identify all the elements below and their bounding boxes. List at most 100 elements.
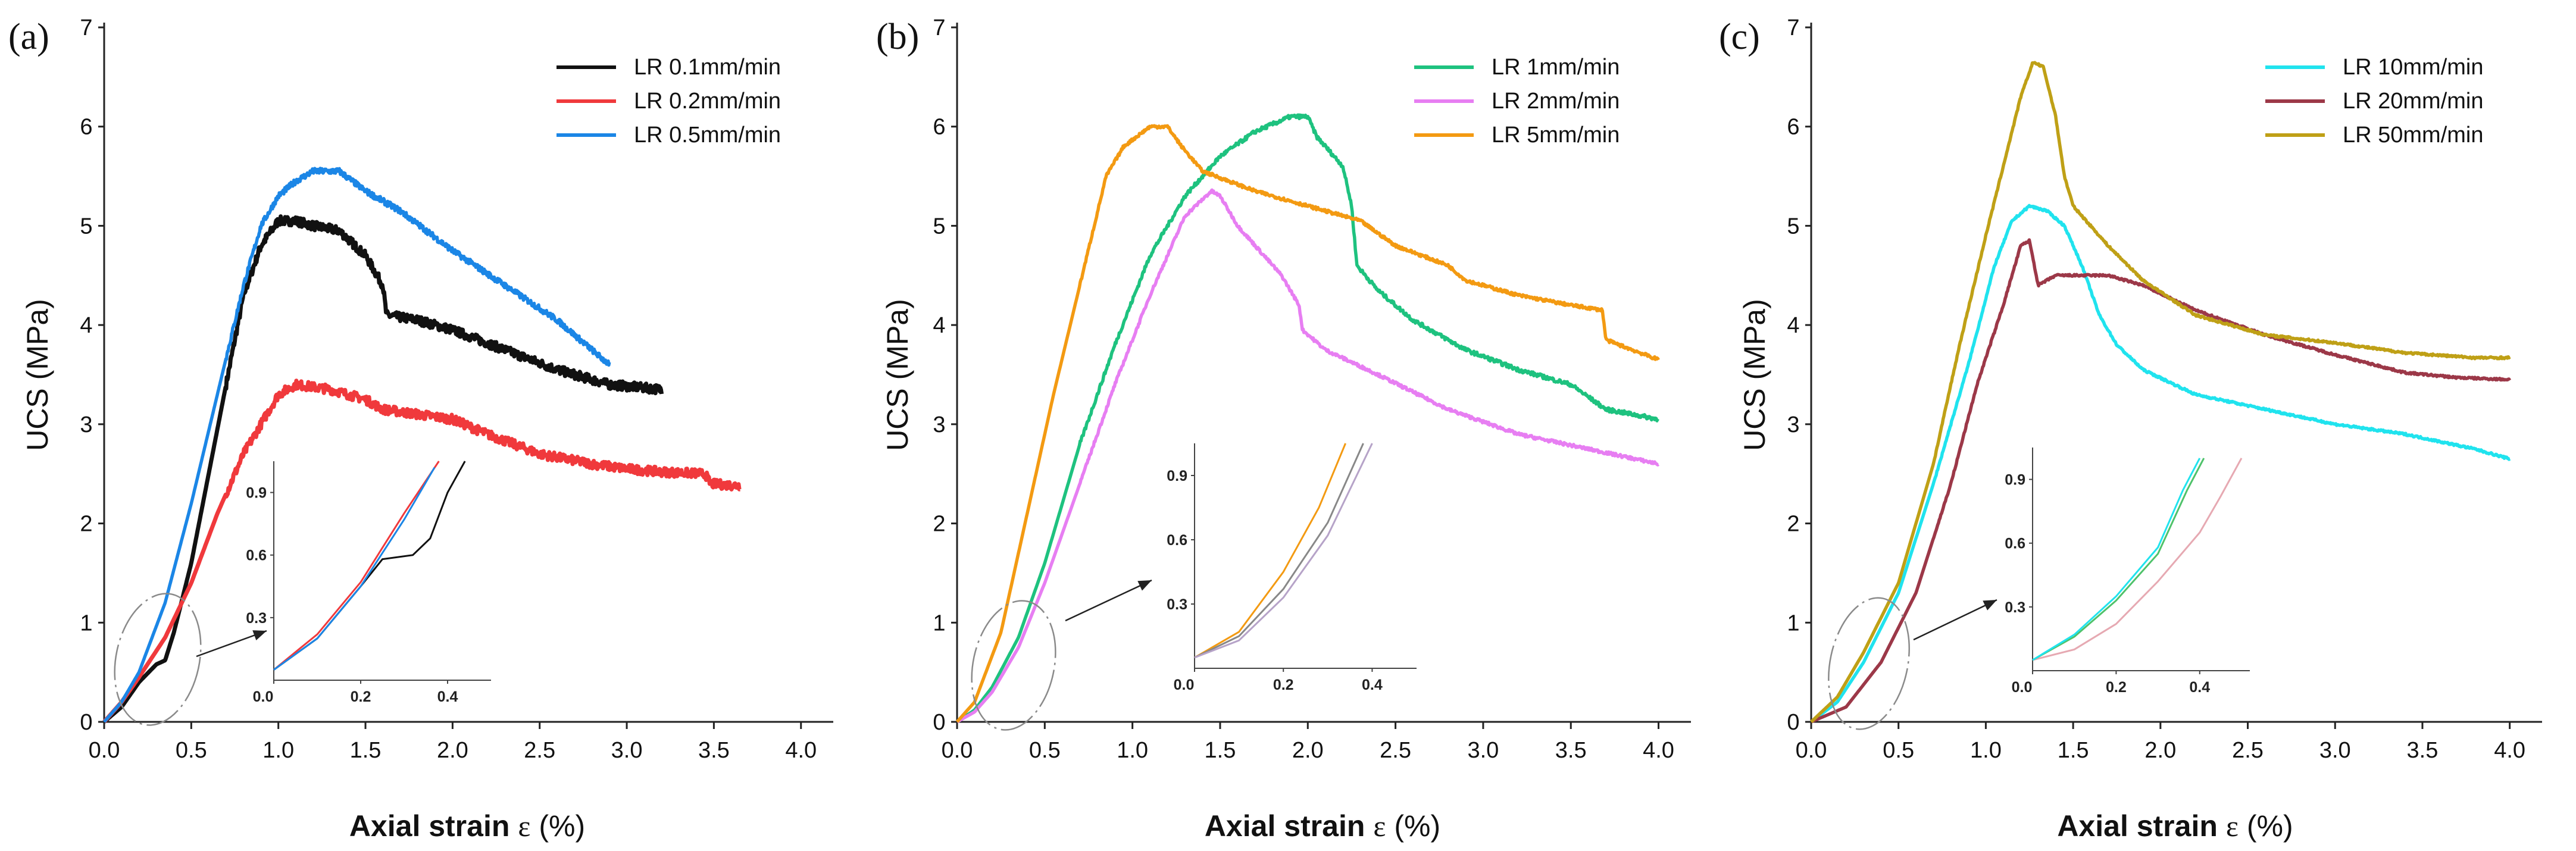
inset-background [2033, 448, 2250, 671]
x-tick-label: 4.0 [1643, 738, 1674, 763]
x-tick-label: 1.0 [1970, 738, 2002, 763]
y-tick-label: 0 [80, 710, 92, 735]
inset-series-line [1194, 443, 1364, 659]
legend: LR 1mm/min LR 2mm/min LR 5mm/min [1414, 55, 1620, 148]
y-axis-label: UCS (MPa) [881, 299, 914, 451]
inset-series-line [273, 467, 436, 671]
inset-y-tick-label: 0.3 [1167, 596, 1187, 613]
inset-x-tick-label: 0.2 [2106, 679, 2127, 696]
legend: LR 0.1mm/min LR 0.2mm/min LR 0.5mm/min [557, 55, 781, 148]
zoom-region-ellipse [1828, 597, 1910, 730]
y-tick-label: 4 [1787, 313, 1799, 338]
y-tick-label: 6 [80, 115, 92, 140]
x-tick-label: 3.0 [611, 738, 643, 763]
y-tick-label: 1 [933, 611, 945, 636]
inset-y-tick-label: 0.6 [246, 547, 267, 564]
x-axis-label-symbol: ε [518, 809, 530, 843]
inset-series-line [273, 461, 440, 671]
y-tick-label: 5 [1787, 214, 1799, 239]
inset-series-line [2032, 458, 2243, 661]
y-tick-label: 5 [933, 214, 945, 239]
x-axis-label-main: Axial strain [1205, 809, 1365, 843]
x-tick-label: 3.5 [698, 738, 730, 763]
inset-chart: 0.3 0.6 0.9 0.0 0.2 0.4 [2005, 448, 2250, 696]
x-axis-label-symbol: ε [2226, 809, 2239, 843]
y-tick-label: 4 [80, 313, 92, 338]
inset-series-line [2032, 458, 2205, 661]
inset-series-line [2032, 458, 2201, 661]
series-line-lr-5mm-min [955, 124, 1660, 723]
x-axis-label: Axial strain ε (%) [349, 809, 585, 843]
x-tick-label: 1.5 [1205, 738, 1236, 763]
series-line-lr-0-2mm-min [102, 378, 742, 724]
y-tick-label: 2 [1787, 512, 1799, 537]
series-line-lr-0-5mm-min [102, 167, 611, 723]
legend-entry: LR 5mm/min [1492, 123, 1620, 148]
y-tick-label: 3 [933, 412, 945, 437]
y-tick-label: 6 [1787, 115, 1799, 140]
x-tick-label: 1.5 [350, 738, 382, 763]
y-tick-label: 0 [1787, 710, 1799, 735]
inset-series-line [1194, 443, 1346, 659]
y-tick-label: 1 [80, 611, 92, 636]
inset-y-tick-label: 0.6 [2005, 536, 2025, 552]
y-tick-label: 7 [1787, 15, 1799, 40]
x-tick-label: 2.5 [1380, 738, 1411, 763]
inset-x-tick-label: 0.0 [1174, 677, 1195, 693]
zoom-region-ellipse [971, 600, 1056, 731]
x-tick-label: 3.5 [1555, 738, 1587, 763]
inset-y-tick-label: 0.3 [246, 610, 267, 627]
legend-entry: LR 2mm/min [1492, 89, 1620, 114]
zoom-arrow-line [1065, 579, 1152, 622]
x-axis-label-unit: (%) [539, 809, 585, 843]
inset-y-tick-label: 0.6 [1167, 532, 1187, 549]
zoom-region-ellipse [114, 593, 202, 726]
x-tick-label: 2.0 [2144, 738, 2176, 763]
x-tick-label: 3.0 [2319, 738, 2351, 763]
x-axis-label-main: Axial strain [349, 809, 510, 843]
x-tick-label: 2.0 [1292, 738, 1324, 763]
x-tick-label: 3.5 [2407, 738, 2439, 763]
x-tick-label: 1.0 [1117, 738, 1148, 763]
legend-entry: LR 20mm/min [2343, 89, 2484, 114]
panel-label: (a) [8, 17, 49, 57]
legend-entry: LR 50mm/min [2343, 123, 2484, 148]
inset-series-line [1194, 443, 1373, 659]
y-tick-label: 3 [80, 412, 92, 437]
inset-x-tick-label: 0.4 [2189, 679, 2210, 696]
zoom-arrow-head [252, 630, 267, 640]
x-tick-label: 0.5 [1029, 738, 1061, 763]
x-tick-label: 3.0 [1467, 738, 1499, 763]
inset-x-tick-label: 0.2 [1273, 677, 1294, 693]
legend-entry: LR 0.1mm/min [634, 55, 781, 80]
legend: LR 10mm/min LR 20mm/min LR 50mm/min [2265, 55, 2484, 148]
inset-y-tick-label: 0.9 [246, 485, 267, 502]
y-tick-label: 7 [933, 15, 945, 40]
x-tick-label: 2.5 [2232, 738, 2264, 763]
series-line-lr-10mm-min [1810, 204, 2511, 724]
zoom-arrow-head [1983, 600, 1997, 611]
legend-entry: LR 10mm/min [2343, 55, 2484, 80]
x-axis-label: Axial strain ε (%) [1205, 809, 1440, 843]
y-tick-label: 2 [80, 512, 92, 537]
inset-y-tick-label: 0.3 [2005, 599, 2025, 616]
x-axis-label-symbol: ε [1373, 809, 1386, 843]
inset-chart: 0.3 0.6 0.9 0.0 0.2 0.4 [1167, 443, 1417, 693]
x-axis-label: Axial strain ε (%) [2057, 809, 2293, 843]
x-tick-label: 4.0 [2494, 738, 2525, 763]
zoom-arrow-head [1137, 580, 1152, 591]
y-axis-label: UCS (MPa) [1738, 299, 1771, 451]
series-line-lr-50mm-min [1810, 61, 2511, 724]
inset-x-tick-label: 0.4 [1362, 677, 1383, 693]
y-tick-label: 7 [80, 15, 92, 40]
inset-y-tick-label: 0.9 [2005, 472, 2025, 489]
y-tick-label: 6 [933, 115, 945, 140]
legend-entry: LR 0.5mm/min [634, 123, 781, 148]
series-line-lr-1mm-min [956, 113, 1659, 724]
y-tick-label: 1 [1787, 611, 1799, 636]
series-line-lr-20mm-min [1810, 238, 2512, 724]
x-tick-label: 1.0 [262, 738, 294, 763]
x-tick-label: 2.0 [437, 738, 468, 763]
panel-label: (b) [876, 17, 919, 57]
